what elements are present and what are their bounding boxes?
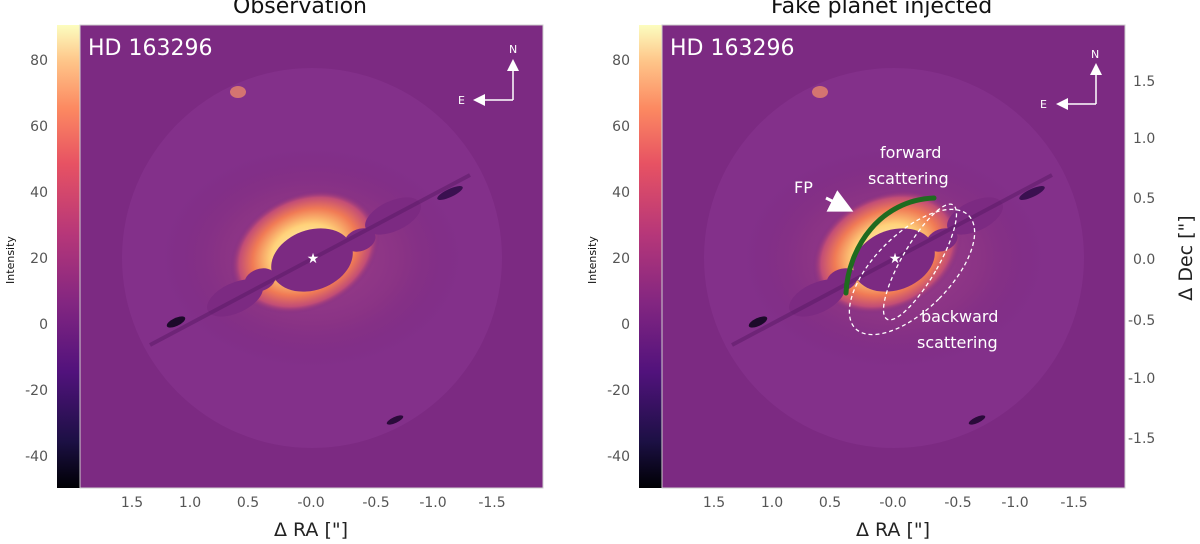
left-cbar-tick: 80 (30, 53, 48, 69)
left-cbar-tick: 40 (30, 185, 48, 201)
right-y-tick: 1.0 (1133, 131, 1155, 147)
right-colorbar-gradient (639, 25, 662, 488)
left-cbar-tick: 20 (30, 251, 48, 267)
right-bright-spot (812, 86, 828, 98)
right-x-tick: -1.5 (1060, 495, 1087, 511)
left-cbar-tick: 60 (30, 119, 48, 135)
left-dark-spot (386, 415, 404, 425)
left-colorbar-gradient (57, 25, 80, 488)
right-cbar-tick: -40 (607, 449, 630, 465)
forward-label-2: scattering (868, 169, 949, 188)
left-x-tick: -0.0 (297, 495, 324, 511)
forward-label-1: forward (880, 143, 941, 162)
left-cbar-tick: -40 (25, 449, 48, 465)
left-cbar-tick: -20 (25, 383, 48, 399)
left-compass-east: E (458, 94, 465, 107)
right-dark-spot (748, 316, 768, 328)
right-cbar-tick: 20 (612, 251, 630, 267)
right-colorbar: Intensity 80 60 40 20 0 -20 -40 (586, 25, 662, 488)
left-image: ★ HD 163296 N E (80, 25, 543, 488)
left-x-tick: -0.5 (362, 495, 389, 511)
right-cbar-tick: 60 (612, 119, 630, 135)
left-target-name: HD 163296 (88, 36, 212, 61)
right-x-tick: 1.0 (761, 495, 783, 511)
backward-scattering-ellipse (848, 208, 976, 336)
right-y-tick: 0.5 (1133, 191, 1155, 207)
fake-planet-arc (843, 195, 937, 296)
left-x-axis-label: Δ RA ["] (274, 519, 348, 541)
left-x-axis: 1.5 1.0 0.5 -0.0 -0.5 -1.0 -1.5 Δ RA ["] (121, 495, 506, 541)
right-colorbar-label: Intensity (586, 236, 599, 284)
right-cbar-tick: -20 (607, 383, 630, 399)
left-compass: N E (458, 43, 519, 107)
left-colorbar-label: Intensity (4, 236, 17, 284)
left-x-tick: 1.5 (121, 495, 143, 511)
right-y-axis: 1.5 1.0 0.5 0.0 -0.5 -1.0 -1.5 Δ Dec ["] (1128, 74, 1197, 447)
left-image-frame (79, 24, 544, 489)
left-bright-spot (230, 86, 246, 98)
right-y-tick: 0.0 (1133, 252, 1155, 268)
right-x-tick: -0.5 (944, 495, 971, 511)
fp-arrow-icon (825, 190, 854, 212)
left-compass-north: N (509, 43, 517, 56)
right-cbar-tick: 80 (612, 53, 630, 69)
right-star-icon: ★ (889, 251, 902, 267)
right-panel-title: Fake planet injected (771, 0, 993, 19)
left-spike (149, 173, 471, 347)
right-y-tick: -1.5 (1128, 431, 1155, 447)
left-x-tick: -1.5 (478, 495, 505, 511)
right-x-tick: 0.5 (819, 495, 841, 511)
left-colorbar: Intensity 80 60 40 20 0 -20 -40 (4, 25, 80, 488)
right-dark-spot (968, 415, 986, 425)
left-x-tick: -1.0 (419, 495, 446, 511)
forward-scattering-ellipse (882, 203, 958, 321)
right-y-tick: -0.5 (1128, 313, 1155, 329)
right-x-tick: -0.0 (879, 495, 906, 511)
right-image: ★ FP forward scattering backward scatter… (662, 25, 1125, 488)
backward-label-2: scattering (917, 333, 998, 352)
right-cbar-tick: 40 (612, 185, 630, 201)
right-x-axis-label: Δ RA ["] (856, 519, 930, 541)
fp-label: FP (794, 178, 813, 197)
right-compass: N E (1040, 48, 1102, 111)
right-compass-east: E (1040, 98, 1047, 111)
left-cbar-tick: 0 (39, 317, 48, 333)
right-x-tick: 1.5 (703, 495, 725, 511)
left-panel-title: Observation (233, 0, 367, 19)
right-y-tick: 1.5 (1133, 74, 1155, 90)
right-y-axis-label: Δ Dec ["] (1175, 215, 1197, 300)
right-x-tick: -1.0 (1001, 495, 1028, 511)
right-image-frame (661, 24, 1126, 489)
right-x-axis: 1.5 1.0 0.5 -0.0 -0.5 -1.0 -1.5 Δ RA ["] (703, 495, 1088, 541)
right-y-tick: -1.0 (1128, 371, 1155, 387)
right-dark-spot (1019, 186, 1045, 200)
left-dark-spot (166, 316, 186, 328)
right-cbar-tick: 0 (621, 317, 630, 333)
right-target-name: HD 163296 (670, 36, 794, 61)
backward-label-1: backward (921, 307, 998, 326)
left-star-icon: ★ (307, 251, 320, 267)
left-x-tick: 1.0 (179, 495, 201, 511)
right-spike (731, 173, 1053, 347)
right-compass-north: N (1091, 48, 1099, 61)
left-dark-spot (437, 186, 463, 200)
left-x-tick: 0.5 (237, 495, 259, 511)
